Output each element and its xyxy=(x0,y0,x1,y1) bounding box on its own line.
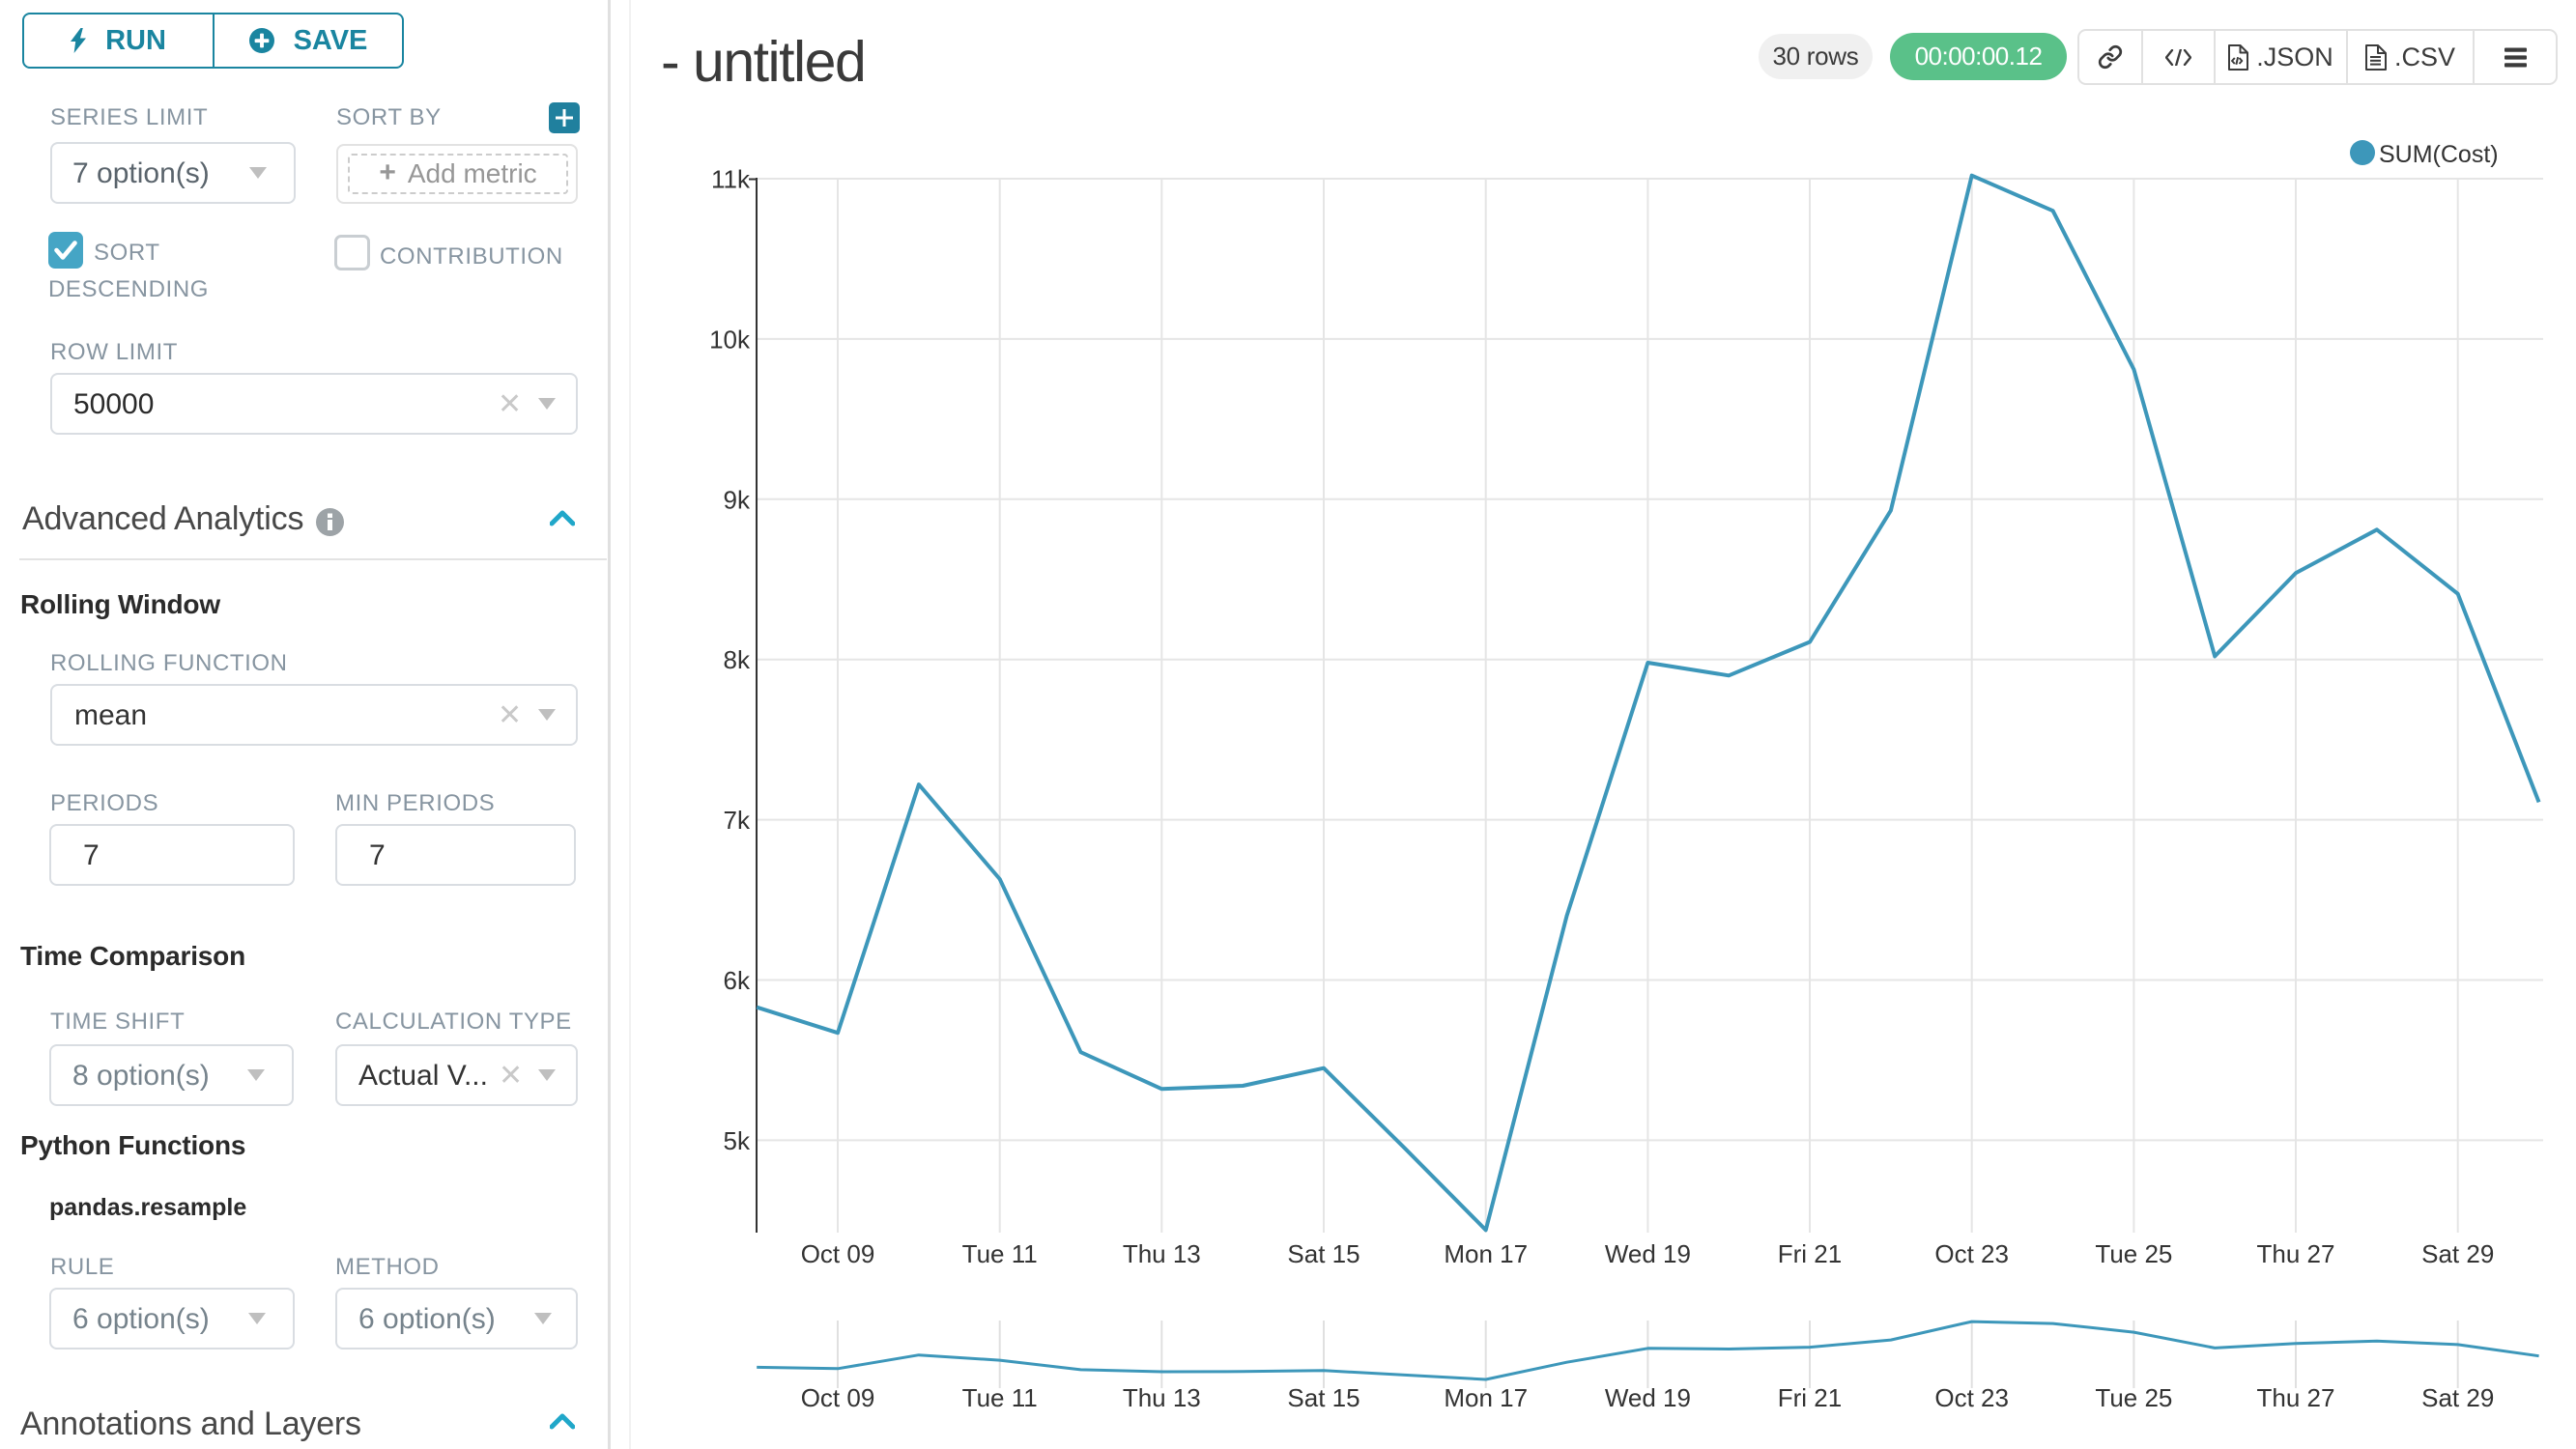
svg-text:10k: 10k xyxy=(709,325,751,354)
svg-text:Thu 13: Thu 13 xyxy=(1123,1383,1201,1412)
svg-text:Thu 13: Thu 13 xyxy=(1123,1239,1201,1268)
svg-text:8k: 8k xyxy=(724,645,751,674)
svg-text:7k: 7k xyxy=(724,806,751,835)
svg-text:Fri 21: Fri 21 xyxy=(1778,1383,1842,1412)
svg-text:Tue 25: Tue 25 xyxy=(2095,1239,2172,1268)
svg-text:6k: 6k xyxy=(724,966,751,995)
svg-text:Tue 11: Tue 11 xyxy=(962,1239,1038,1268)
svg-text:Sat 29: Sat 29 xyxy=(2421,1383,2494,1412)
svg-text:Fri 21: Fri 21 xyxy=(1778,1239,1842,1268)
svg-text:Oct 23: Oct 23 xyxy=(1934,1383,2009,1412)
svg-text:Sat 15: Sat 15 xyxy=(1287,1239,1360,1268)
svg-text:Wed 19: Wed 19 xyxy=(1605,1239,1691,1268)
svg-text:5k: 5k xyxy=(724,1126,751,1155)
svg-text:Sat 15: Sat 15 xyxy=(1287,1383,1360,1412)
svg-text:SUM(Cost): SUM(Cost) xyxy=(2379,141,2499,168)
svg-text:11k: 11k xyxy=(711,165,751,194)
svg-text:Sat 29: Sat 29 xyxy=(2421,1239,2494,1268)
svg-text:Tue 25: Tue 25 xyxy=(2095,1383,2172,1412)
svg-text:Thu 27: Thu 27 xyxy=(2257,1383,2335,1412)
svg-text:Tue 11: Tue 11 xyxy=(962,1383,1038,1412)
svg-text:9k: 9k xyxy=(724,485,751,514)
svg-text:Oct 09: Oct 09 xyxy=(801,1239,875,1268)
svg-text:Mon 17: Mon 17 xyxy=(1444,1239,1528,1268)
svg-text:Oct 23: Oct 23 xyxy=(1934,1239,2009,1268)
svg-text:Wed 19: Wed 19 xyxy=(1605,1383,1691,1412)
svg-text:Mon 17: Mon 17 xyxy=(1444,1383,1528,1412)
svg-text:Thu 27: Thu 27 xyxy=(2257,1239,2335,1268)
svg-text:Oct 09: Oct 09 xyxy=(801,1383,875,1412)
